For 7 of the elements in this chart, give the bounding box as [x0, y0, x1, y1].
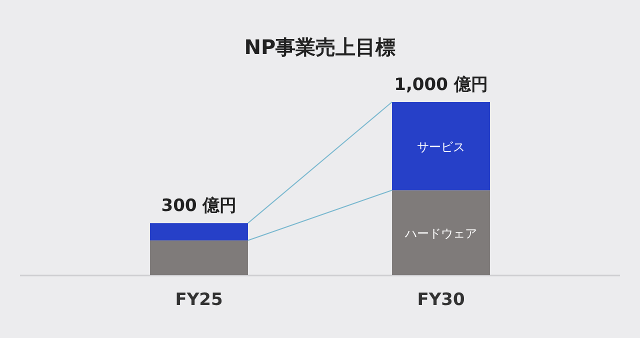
series-label: サービス — [417, 140, 465, 154]
chart-title: NP事業売上目標 — [244, 35, 396, 59]
total-label: 300 億円 — [161, 196, 237, 216]
series-label: ハードウェア — [404, 226, 477, 241]
x-tick-label: FY25 — [175, 290, 223, 310]
total-label: 1,000 億円 — [394, 75, 488, 95]
x-tick-label: FY30 — [417, 290, 465, 310]
